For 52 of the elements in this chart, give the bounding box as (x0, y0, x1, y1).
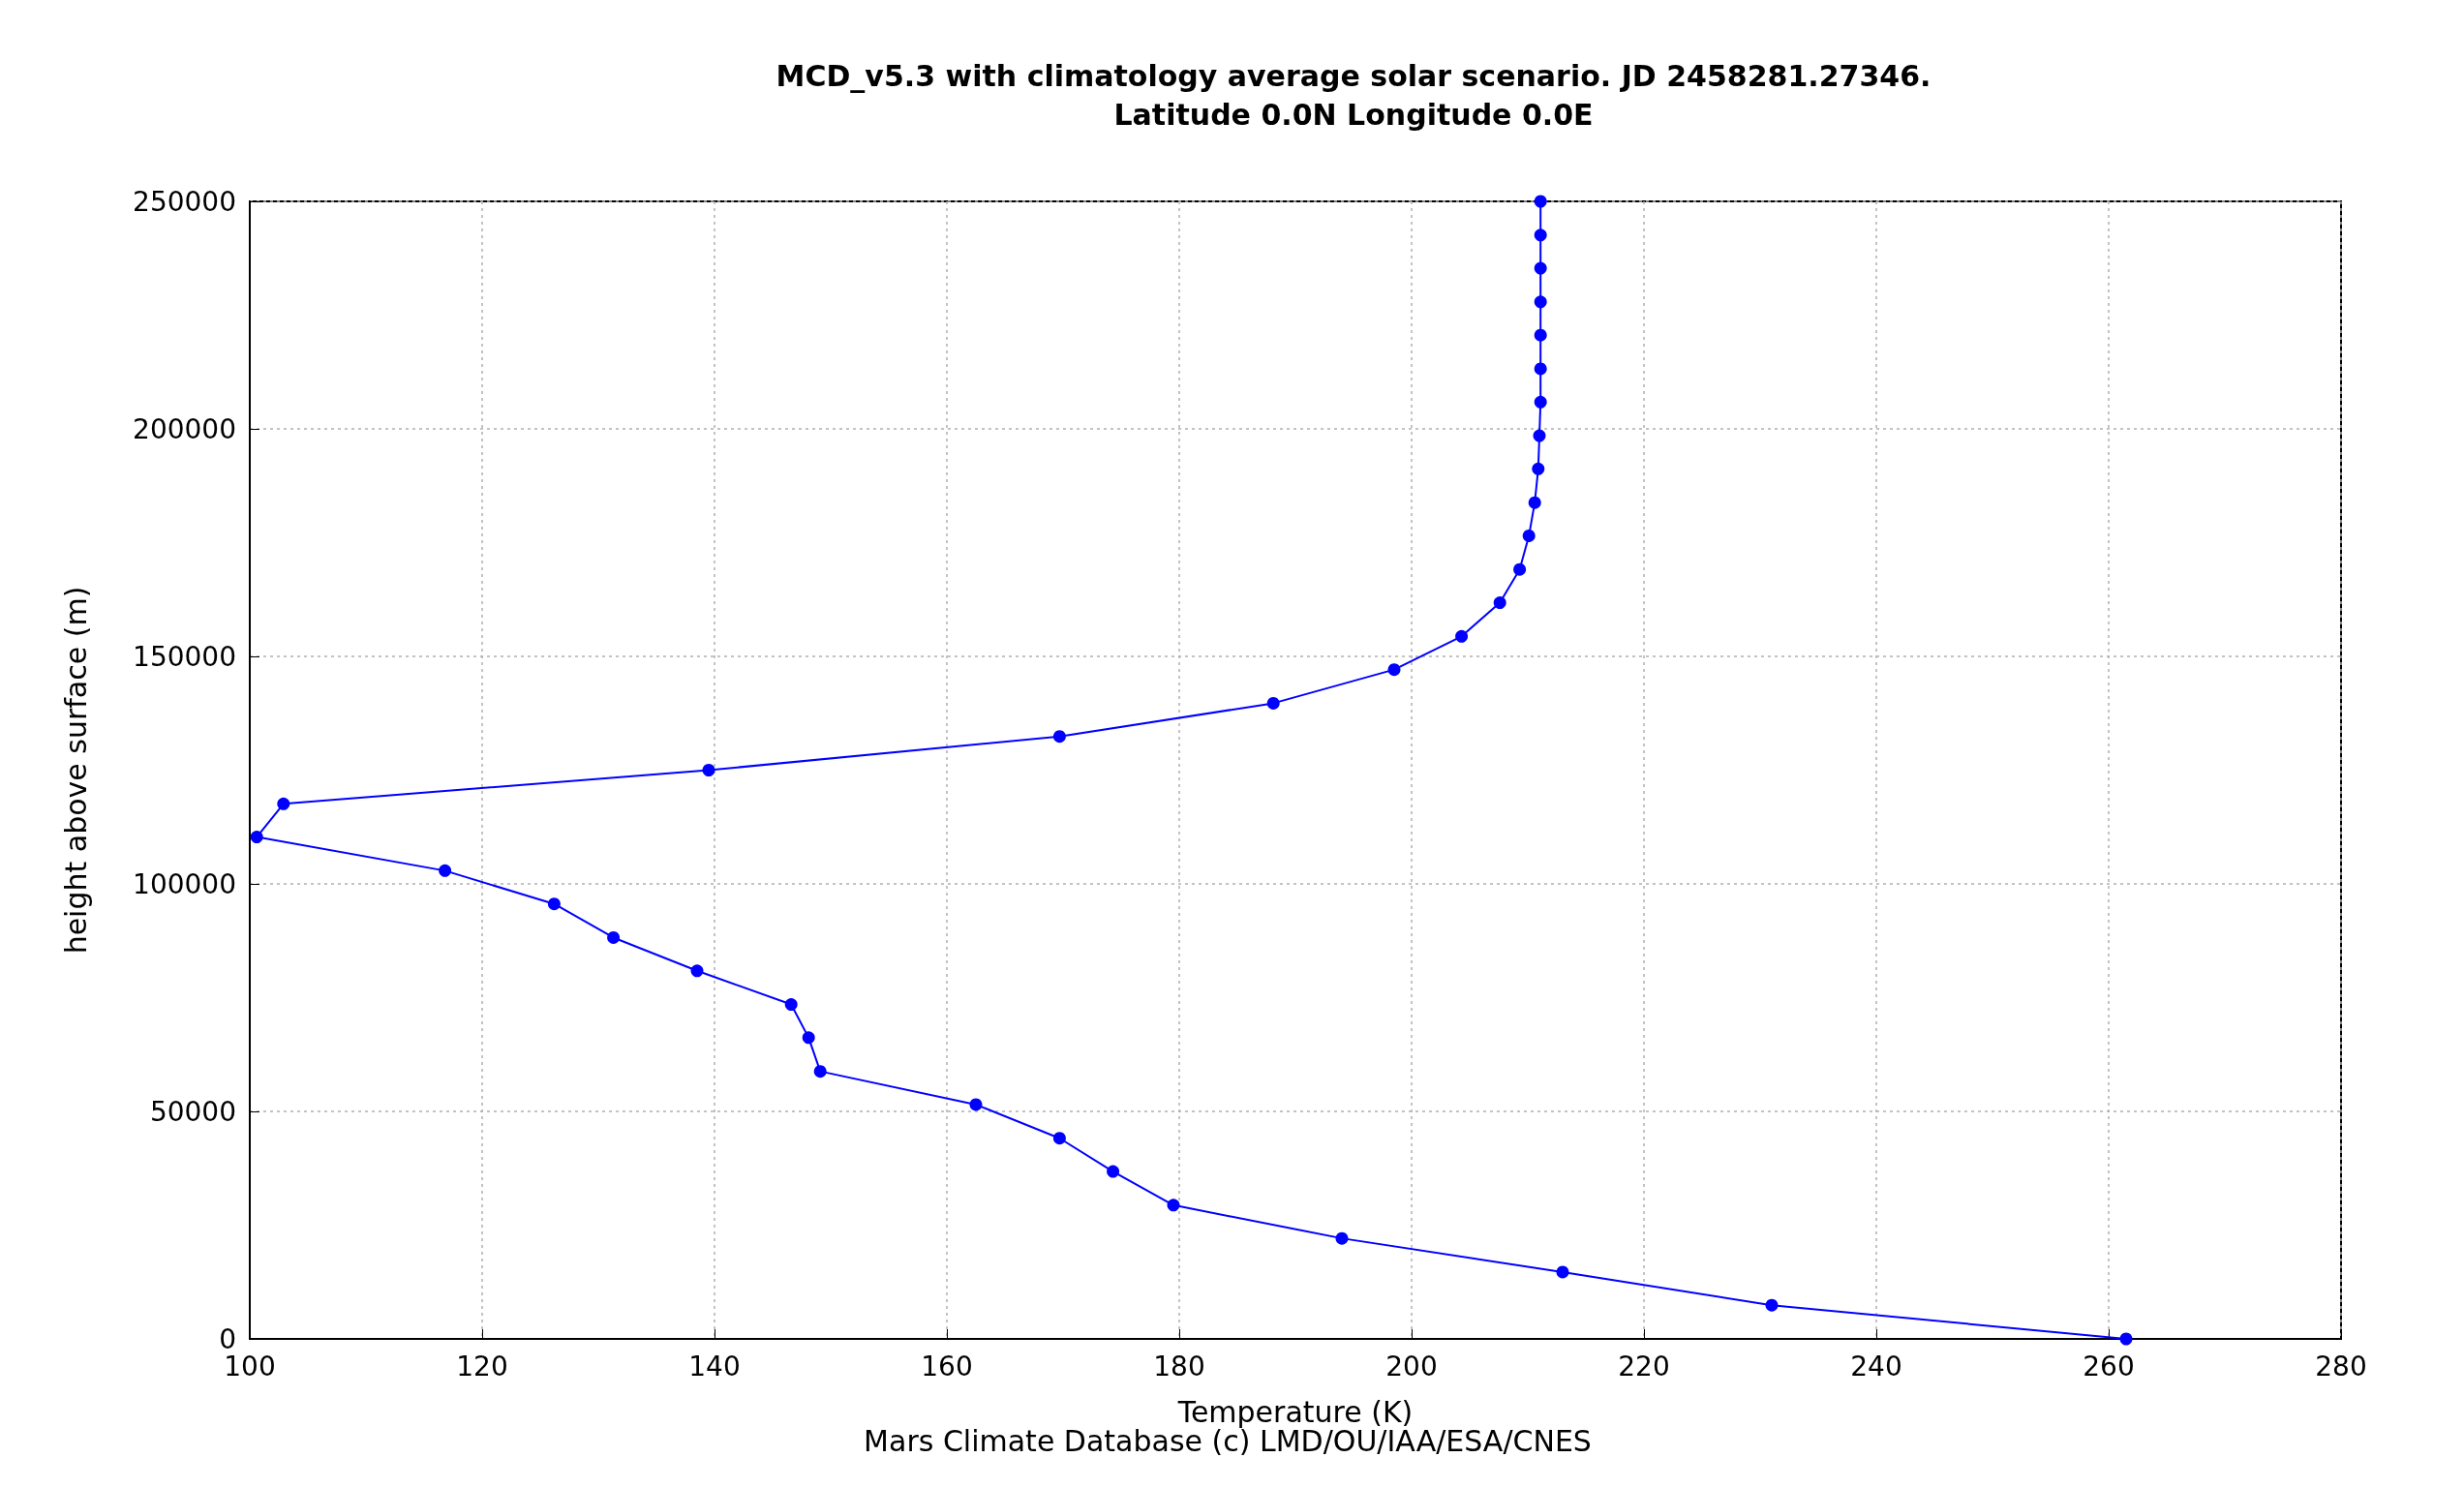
point (1266, 696, 1280, 710)
point (1556, 1265, 1569, 1279)
point (1052, 730, 1066, 744)
point (1528, 496, 1541, 509)
point (1765, 1298, 1779, 1312)
point (1107, 1165, 1120, 1178)
x-tick-label: 160 (921, 1350, 973, 1382)
chart-title: MCD_v5.3 with climatology average solar scenario. JD 2458281.27346. Latitude 0.0N Longitude 0.0E (776, 58, 1932, 132)
point (1455, 629, 1469, 643)
point (1534, 195, 1547, 208)
point (277, 797, 290, 810)
point (1387, 663, 1401, 677)
x-tick-label: 260 (2083, 1350, 2135, 1382)
point (1534, 395, 1547, 409)
point (1052, 1132, 1066, 1145)
point (969, 1098, 983, 1111)
point (607, 930, 621, 944)
point (1522, 529, 1536, 542)
x-tick-label: 180 (1153, 1350, 1205, 1382)
x-tick-label: 280 (2315, 1350, 2367, 1382)
point (690, 964, 704, 978)
point (1534, 261, 1547, 275)
point (1534, 362, 1547, 376)
point (1532, 462, 1545, 475)
x-tick-label: 240 (1850, 1350, 1902, 1382)
point (1533, 429, 1546, 442)
point (250, 831, 263, 844)
y-tick-label: 100000 (133, 867, 236, 900)
point (1534, 228, 1547, 242)
point (547, 897, 561, 911)
point (813, 1065, 827, 1078)
y-tick-label: 250000 (133, 185, 236, 218)
x-tick-label: 220 (1618, 1350, 1670, 1382)
point (2119, 1332, 2133, 1346)
point (1167, 1199, 1180, 1212)
point (802, 1031, 815, 1045)
point (439, 864, 452, 877)
point (784, 998, 798, 1012)
point (1534, 328, 1547, 342)
y-tick-label: 200000 (133, 412, 236, 445)
x-tick-label: 140 (688, 1350, 741, 1382)
point (1335, 1231, 1349, 1245)
x-axis-title: Temperature (K) (1176, 1394, 1414, 1429)
point (702, 764, 715, 776)
y-axis-title: height above surface (m) (58, 586, 93, 955)
point (1513, 562, 1527, 576)
y-tick-label: 50000 (149, 1095, 236, 1128)
point (1534, 295, 1547, 309)
x-tick-label: 200 (1385, 1350, 1438, 1382)
point (1493, 596, 1506, 610)
x-tick-label: 120 (456, 1350, 508, 1382)
y-tick-label: 150000 (133, 640, 236, 673)
